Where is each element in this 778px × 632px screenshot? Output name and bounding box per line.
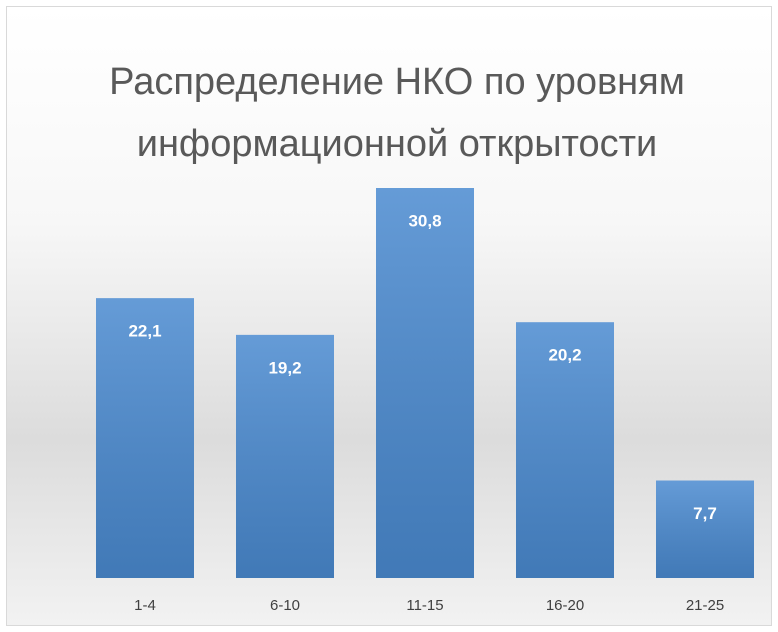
x-tick-label: 21-25 (686, 597, 724, 614)
chart-title: Распределение НКО по уровням информацион… (109, 61, 685, 165)
x-tick-label: 1-4 (134, 597, 156, 614)
data-label: 22,1 (128, 322, 161, 341)
bar-shade (376, 188, 474, 578)
x-tick-label: 16-20 (546, 597, 584, 614)
data-label: 19,2 (268, 358, 301, 377)
bar-shade (516, 322, 614, 578)
bar-shade (236, 334, 334, 578)
x-tick-label: 6-10 (270, 597, 300, 614)
data-label: 7,7 (693, 504, 717, 523)
bar-shade (96, 298, 194, 578)
data-label: 30,8 (408, 211, 441, 230)
bar-shade (656, 480, 754, 578)
x-tick-label: 11-15 (406, 597, 443, 614)
data-label: 20,2 (548, 346, 581, 365)
